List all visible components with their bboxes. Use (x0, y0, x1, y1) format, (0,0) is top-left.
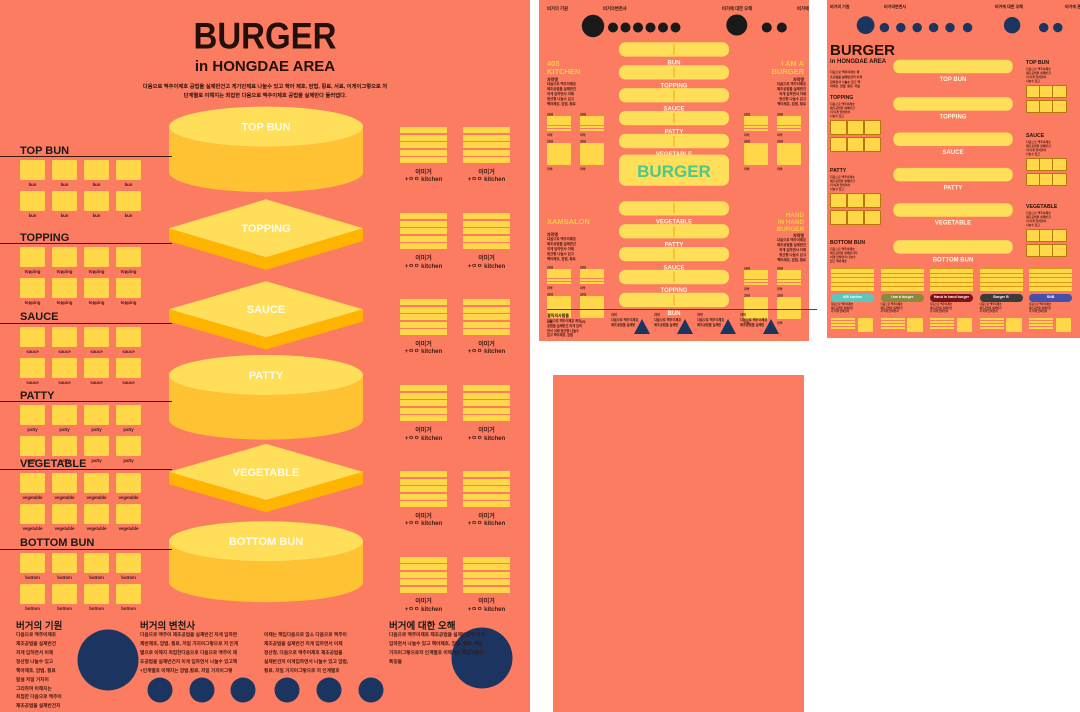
svg-text:비거에 대한 오해: 비거에 대한 오해 (722, 5, 752, 12)
svg-text:비거의변천사: 비거의변천사 (884, 3, 906, 9)
svg-text:PATTY: PATTY (944, 185, 963, 191)
svg-text:BOTTOM BUN: BOTTOM BUN (933, 258, 974, 264)
svg-text:SAUCE: SAUCE (942, 150, 963, 156)
svg-text:PATTY: PATTY (249, 370, 284, 382)
svg-text:비거의 기원: 비거의 기원 (547, 5, 568, 12)
svg-text:TOP BUN: TOP BUN (241, 122, 290, 134)
svg-text:비거의변천사: 비거의변천사 (603, 5, 627, 12)
svg-text:VEGETABLE: VEGETABLE (935, 221, 971, 227)
svg-text:VEGETABLE: VEGETABLE (233, 467, 299, 479)
svg-text:BOTTOM BUN: BOTTOM BUN (229, 536, 303, 548)
svg-text:SAUCE: SAUCE (247, 304, 286, 316)
svg-text:BURGER: BURGER (637, 162, 711, 181)
svg-text:비거에 대한 오해: 비거에 대한 오해 (995, 3, 1023, 9)
svg-text:TOP BUN: TOP BUN (940, 77, 967, 83)
svg-text:TOPPING: TOPPING (241, 223, 290, 235)
svg-text:비거에 관한것: 비거에 관한것 (1065, 3, 1080, 9)
svg-text:비거의 기원: 비거의 기원 (830, 3, 850, 9)
svg-text:비거에 관한것: 비거에 관한것 (797, 5, 809, 12)
svg-text:TOPPING: TOPPING (940, 115, 967, 121)
